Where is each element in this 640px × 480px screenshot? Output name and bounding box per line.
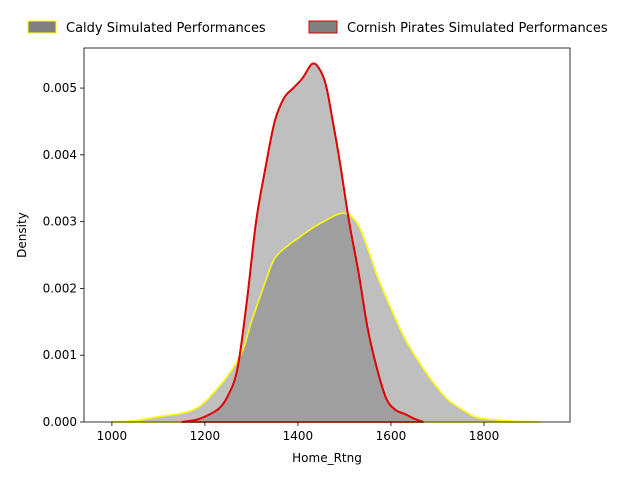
y-tick-label: 0.001 (43, 348, 77, 362)
y-tick-label: 0.005 (43, 81, 77, 95)
plot-area (111, 62, 540, 423)
y-axis: 0.000 0.001 0.002 0.003 0.004 0.005 (43, 81, 84, 429)
x-tick-label: 1600 (376, 429, 407, 443)
plot-frame (83, 47, 571, 423)
y-axis-label: Density (15, 212, 29, 258)
y-tick-label: 0.000 (43, 415, 77, 429)
x-tick-label: 1400 (283, 429, 314, 443)
x-tick-label: 1000 (97, 429, 128, 443)
legend-label-cornish-pirates: Cornish Pirates Simulated Performances (347, 21, 608, 36)
density-line-cornish-pirates (181, 62, 424, 423)
x-tick-label: 1800 (469, 429, 500, 443)
legend-label-caldy: Caldy Simulated Performances (66, 21, 266, 36)
y-tick-label: 0.004 (43, 148, 77, 162)
legend: Caldy Simulated Performances Cornish Pir… (27, 20, 608, 36)
density-fill-cornish-pirates (181, 63, 424, 422)
y-tick-label: 0.003 (43, 215, 77, 229)
x-tick-label: 1200 (190, 429, 221, 443)
x-axis-label: Home_Rtng (292, 451, 362, 465)
y-tick-label: 0.002 (43, 281, 77, 295)
legend-swatch-cornish-pirates (308, 20, 338, 34)
density-line-caldy (111, 212, 540, 423)
legend-swatch-caldy (27, 20, 57, 34)
x-axis: 1000 1200 1400 1600 1800 (97, 422, 500, 443)
